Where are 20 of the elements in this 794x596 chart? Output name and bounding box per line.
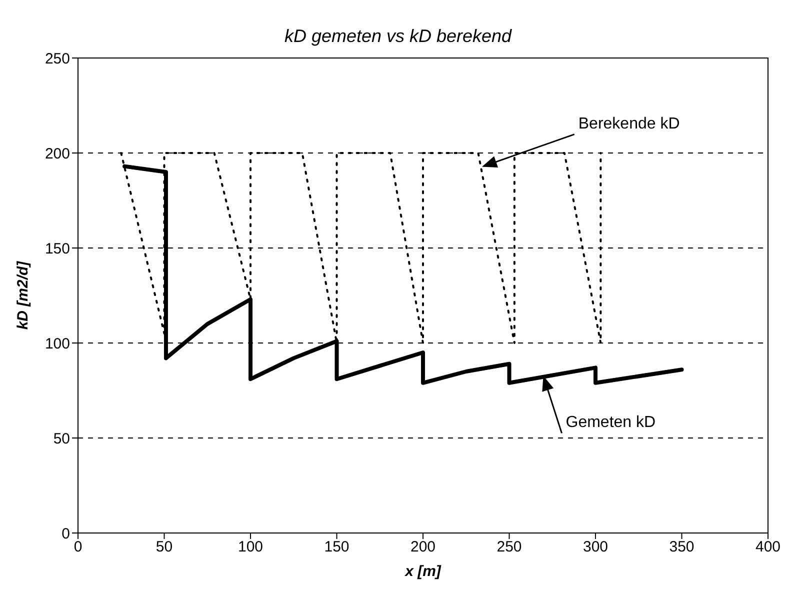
x-tick-label: 50 xyxy=(156,538,173,556)
x-tick-label: 350 xyxy=(669,538,694,556)
x-tick-label: 400 xyxy=(755,538,781,556)
x-tick-label: 300 xyxy=(582,538,608,556)
y-tick-label: 250 xyxy=(44,50,70,68)
x-tick-label: 200 xyxy=(410,538,436,556)
x-tick-label: 250 xyxy=(496,538,522,556)
y-tick-label: 0 xyxy=(62,525,70,542)
y-tick-label: 50 xyxy=(53,430,70,448)
annotation: Berekende kD xyxy=(578,115,680,132)
y-tick-label: 150 xyxy=(44,240,70,258)
y-tick-label: 200 xyxy=(44,145,70,162)
chart-title: kD gemeten vs kD berekend xyxy=(283,26,513,47)
x-tick-label: 0 xyxy=(74,538,82,556)
annotation: Gemeten kD xyxy=(566,414,656,432)
y-axis-title: kD [m2/d] xyxy=(14,260,32,330)
x-tick-label: 150 xyxy=(324,538,350,556)
x-axis-title: x [m] xyxy=(404,563,442,580)
x-tick-label: 100 xyxy=(238,538,264,556)
y-tick-label: 100 xyxy=(44,335,70,352)
